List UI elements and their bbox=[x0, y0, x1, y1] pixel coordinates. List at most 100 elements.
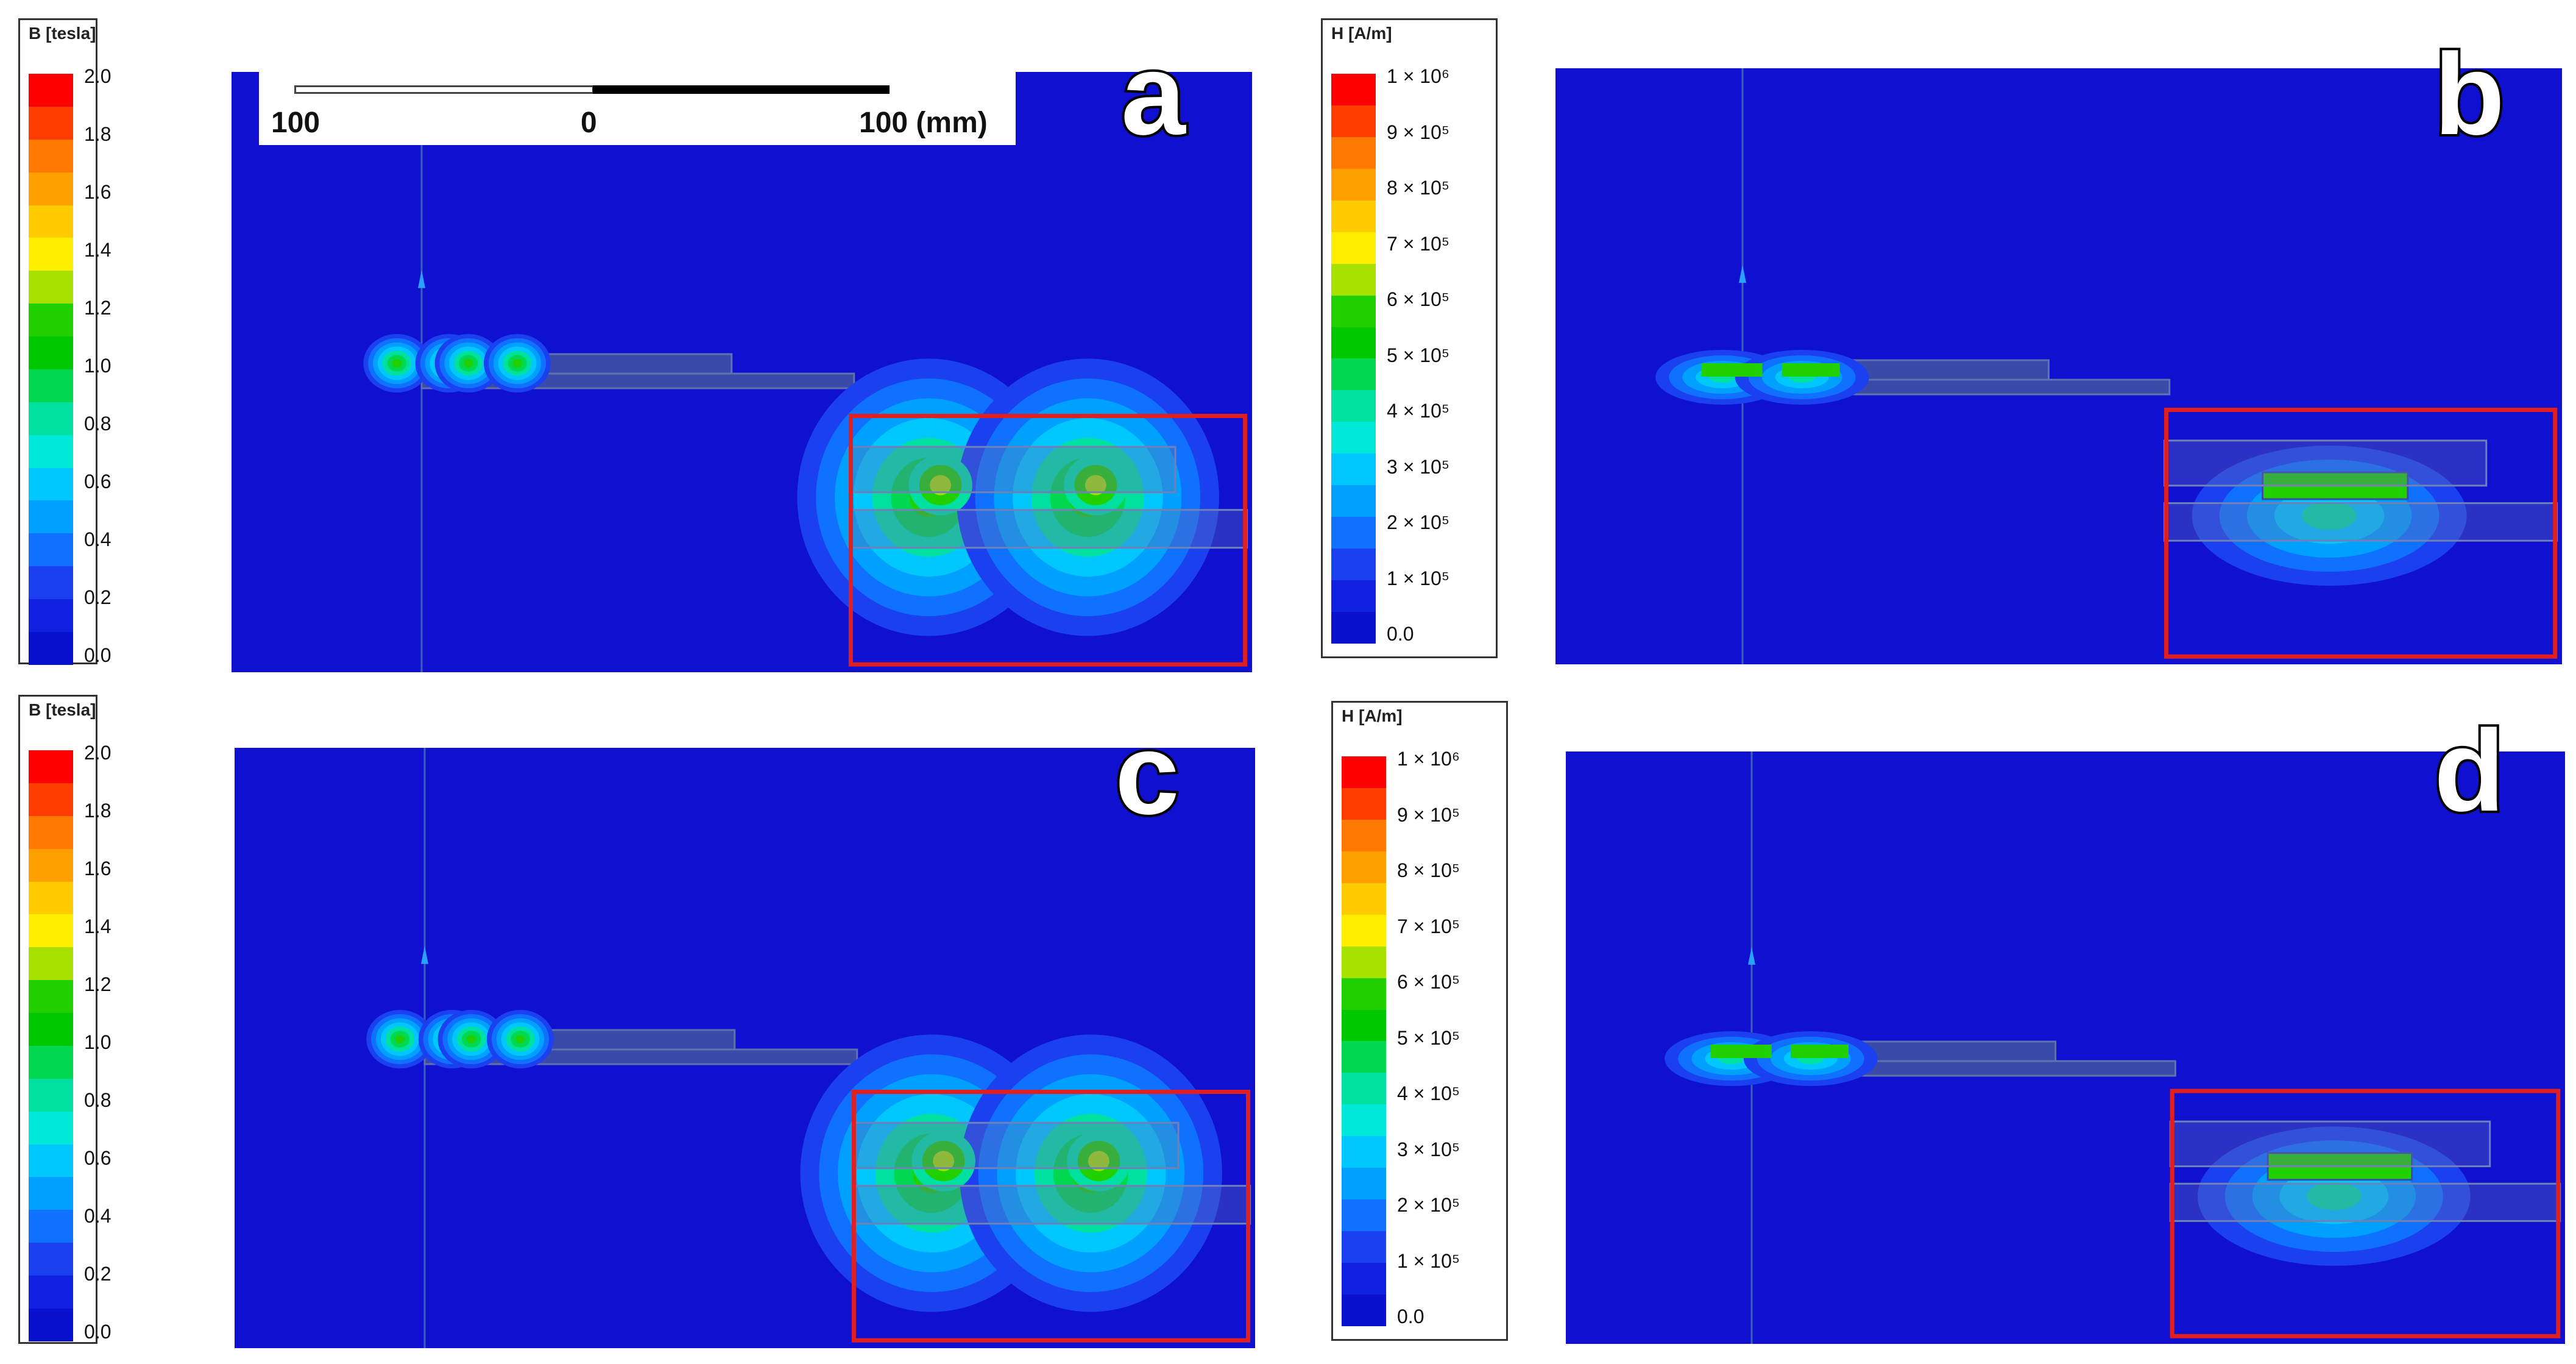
color-band bbox=[1331, 611, 1376, 644]
color-band bbox=[1342, 946, 1386, 978]
color-band bbox=[1342, 1041, 1386, 1073]
color-band bbox=[1342, 1231, 1386, 1263]
inset-field-concentration bbox=[2301, 502, 2357, 530]
legend-tick-label: 1.0 bbox=[84, 355, 111, 377]
legend-tick-label: 2 × 10⁵ bbox=[1387, 511, 1450, 533]
color-band bbox=[29, 467, 73, 501]
legend-tick-label: 0.8 bbox=[84, 1089, 111, 1111]
color-band bbox=[1331, 390, 1376, 422]
legend-tick-label: 0.0 bbox=[1387, 623, 1414, 645]
axis-arrow-icon bbox=[1748, 947, 1755, 965]
legend-tick-label: 1.2 bbox=[84, 973, 111, 995]
color-band bbox=[29, 369, 73, 402]
legend-tick-label: 1.6 bbox=[84, 858, 111, 879]
legend-tick-label: 0.0 bbox=[84, 644, 111, 666]
scale-label-center: 0 bbox=[581, 107, 597, 139]
legend-b-top: B [tesla] 2.0 1.8 1.6 1.4 1.2 1.0 0.8 0.6 0.4 0.2… bbox=[18, 18, 111, 666]
legend-h-top: H [A/m] 1 × 10⁶ 9 × 10⁵ 8 × 10⁵ 7 × 10⁵ 6 × … bbox=[1321, 18, 1498, 658]
color-band bbox=[1331, 74, 1376, 105]
color-band bbox=[1331, 200, 1376, 232]
legend-tick-label: 1.0 bbox=[84, 1031, 111, 1053]
color-band bbox=[1331, 422, 1376, 454]
color-band bbox=[29, 1210, 73, 1243]
inset-steel-plate bbox=[851, 1185, 1251, 1225]
legend-tick-label: 0.8 bbox=[84, 413, 111, 435]
color-band bbox=[29, 1243, 73, 1276]
color-band bbox=[29, 106, 73, 140]
color-band bbox=[1331, 168, 1376, 201]
field-plot-b bbox=[1555, 68, 2562, 664]
legend-tick-label: 9 × 10⁵ bbox=[1397, 803, 1460, 826]
color-band bbox=[1342, 1168, 1386, 1200]
scale-segment-white bbox=[294, 85, 594, 94]
color-band bbox=[29, 139, 73, 172]
legend-tick-label: 4 × 10⁵ bbox=[1387, 400, 1450, 422]
magnet-body bbox=[1782, 363, 1840, 377]
color-band bbox=[29, 914, 73, 948]
inset-hotspot bbox=[1088, 1151, 1109, 1171]
magnet-body bbox=[1710, 1045, 1772, 1058]
legend-tick-label: 1 × 10⁵ bbox=[1397, 1249, 1460, 1272]
color-band bbox=[1342, 883, 1386, 915]
inset-yoke-plate bbox=[2163, 439, 2488, 487]
legend-title: H [A/m] bbox=[1342, 706, 1403, 725]
legend-b-bottom: B [tesla] 2.0 1.8 1.6 1.4 1.2 1.0 0.8 0.6 0.4 0.2… bbox=[18, 695, 111, 1344]
field-plot-c bbox=[235, 748, 1255, 1348]
legend-tick-label: 7 × 10⁵ bbox=[1387, 232, 1450, 255]
legend-tick-label: 1.6 bbox=[84, 181, 111, 203]
color-band bbox=[1342, 851, 1386, 883]
color-band bbox=[29, 815, 73, 849]
legend-title: B [tesla] bbox=[29, 700, 96, 719]
color-band bbox=[29, 750, 73, 783]
axis-arrow-icon bbox=[1739, 265, 1746, 283]
legend-tick-label: 7 × 10⁵ bbox=[1397, 915, 1460, 937]
color-band bbox=[1331, 105, 1376, 137]
color-band bbox=[29, 1013, 73, 1046]
color-band bbox=[1342, 978, 1386, 1010]
legend-tick-label: 2.0 bbox=[84, 65, 111, 87]
legend-tick-label: 1 × 10⁶ bbox=[1387, 65, 1450, 87]
color-band bbox=[29, 304, 73, 336]
inset-yoke-plate bbox=[851, 1121, 1180, 1170]
color-band bbox=[1331, 549, 1376, 580]
field-concentration bbox=[395, 1035, 405, 1043]
color-band bbox=[29, 172, 73, 205]
color-band bbox=[1331, 295, 1376, 327]
inset-steel-plate bbox=[847, 509, 1248, 549]
color-band bbox=[29, 74, 73, 107]
magnet-body bbox=[1701, 363, 1763, 377]
color-band bbox=[1331, 485, 1376, 517]
color-band bbox=[29, 599, 73, 632]
inset-hotspot bbox=[1085, 475, 1106, 496]
field-plot-a bbox=[232, 72, 1252, 672]
legend-tick-label: 0.4 bbox=[84, 1205, 111, 1227]
color-band bbox=[1342, 1009, 1386, 1042]
field-concentration bbox=[392, 359, 402, 368]
color-band bbox=[29, 271, 73, 304]
legend-tick-label: 6 × 10⁵ bbox=[1397, 971, 1460, 993]
inset-border bbox=[2164, 407, 2558, 659]
color-band bbox=[29, 1308, 73, 1341]
legend-tick-label: 5 × 10⁵ bbox=[1387, 344, 1450, 366]
color-band bbox=[29, 1177, 73, 1210]
panel-label-c: c bbox=[1113, 709, 1182, 839]
color-band bbox=[29, 1111, 73, 1145]
color-band bbox=[29, 205, 73, 238]
legend-tick-label: 4 × 10⁵ bbox=[1397, 1082, 1460, 1104]
scale-segment-black bbox=[593, 85, 890, 94]
color-band bbox=[29, 533, 73, 567]
legend-tick-label: 8 × 10⁵ bbox=[1397, 859, 1460, 881]
color-band bbox=[1331, 517, 1376, 549]
panel-label-b: b bbox=[2432, 30, 2507, 159]
magnet-body bbox=[1791, 1045, 1849, 1058]
legend-tick-label: 5 × 10⁵ bbox=[1397, 1026, 1460, 1049]
color-scale-bar bbox=[29, 750, 73, 1341]
legend-title: B [tesla] bbox=[29, 24, 96, 43]
inset-hotspot bbox=[930, 475, 952, 496]
scale-label-left: 100 bbox=[271, 107, 320, 139]
color-band bbox=[29, 1276, 73, 1309]
legend-tick-label: 1.8 bbox=[84, 123, 111, 145]
color-band bbox=[29, 783, 73, 816]
legend-tick-label: 0.6 bbox=[84, 471, 111, 492]
legend-tick-label: 1.8 bbox=[84, 800, 111, 822]
